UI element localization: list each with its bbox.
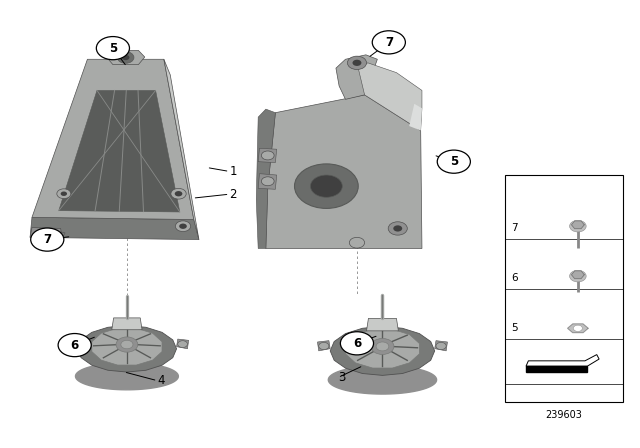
Circle shape: [436, 342, 446, 349]
Polygon shape: [32, 59, 194, 220]
Circle shape: [570, 220, 586, 232]
Polygon shape: [92, 328, 162, 365]
Text: 1: 1: [230, 165, 237, 178]
Circle shape: [57, 189, 71, 198]
Text: 2: 2: [230, 188, 237, 201]
Polygon shape: [30, 217, 199, 240]
Circle shape: [67, 341, 76, 348]
Circle shape: [388, 222, 407, 235]
Circle shape: [97, 37, 129, 60]
Polygon shape: [328, 366, 436, 394]
Polygon shape: [59, 90, 180, 212]
Polygon shape: [258, 148, 276, 163]
Text: 5: 5: [450, 155, 458, 168]
Circle shape: [58, 333, 92, 357]
Text: 6: 6: [353, 337, 361, 350]
Polygon shape: [572, 221, 584, 228]
Polygon shape: [256, 109, 275, 249]
Circle shape: [31, 228, 64, 251]
Polygon shape: [30, 228, 62, 238]
FancyBboxPatch shape: [505, 175, 623, 402]
Circle shape: [261, 177, 274, 186]
Circle shape: [261, 151, 274, 160]
Polygon shape: [330, 327, 435, 375]
Polygon shape: [32, 230, 65, 238]
Text: 5: 5: [109, 42, 117, 55]
Polygon shape: [77, 326, 177, 372]
Circle shape: [348, 56, 367, 69]
Circle shape: [394, 225, 402, 232]
Polygon shape: [358, 63, 422, 130]
Circle shape: [40, 229, 52, 238]
Polygon shape: [526, 366, 588, 371]
Polygon shape: [568, 324, 588, 332]
Circle shape: [117, 52, 134, 63]
Polygon shape: [317, 340, 330, 351]
Circle shape: [371, 338, 394, 354]
Polygon shape: [572, 271, 584, 279]
Circle shape: [61, 191, 67, 196]
Polygon shape: [336, 55, 378, 99]
Polygon shape: [346, 329, 419, 368]
Circle shape: [437, 150, 470, 173]
Circle shape: [175, 191, 182, 196]
Text: 6: 6: [70, 339, 79, 352]
Circle shape: [122, 55, 129, 60]
Circle shape: [179, 224, 187, 229]
Text: 239603: 239603: [545, 409, 582, 420]
Polygon shape: [526, 355, 599, 366]
Circle shape: [175, 221, 191, 232]
Text: 7: 7: [44, 233, 51, 246]
Text: 6: 6: [511, 273, 518, 283]
Circle shape: [570, 270, 586, 282]
Circle shape: [178, 341, 188, 348]
Circle shape: [43, 231, 49, 236]
Circle shape: [171, 188, 186, 199]
Polygon shape: [112, 318, 142, 330]
Polygon shape: [435, 340, 447, 351]
Circle shape: [340, 332, 374, 355]
Circle shape: [116, 337, 138, 352]
Circle shape: [349, 237, 365, 248]
Circle shape: [376, 342, 389, 351]
Circle shape: [294, 164, 358, 208]
Polygon shape: [65, 339, 77, 349]
Circle shape: [372, 31, 405, 54]
Circle shape: [319, 342, 329, 349]
Polygon shape: [164, 59, 199, 240]
Polygon shape: [367, 319, 398, 331]
Polygon shape: [106, 50, 145, 65]
Text: 7: 7: [511, 224, 518, 233]
Circle shape: [310, 175, 342, 197]
Polygon shape: [409, 104, 422, 130]
Polygon shape: [76, 363, 179, 390]
Circle shape: [353, 60, 362, 66]
Circle shape: [573, 325, 582, 332]
Text: 5: 5: [511, 323, 518, 333]
Polygon shape: [258, 174, 276, 189]
Text: 7: 7: [385, 36, 393, 49]
Polygon shape: [266, 95, 422, 249]
Polygon shape: [177, 339, 189, 349]
Text: 4: 4: [157, 374, 165, 387]
Text: 3: 3: [338, 371, 345, 384]
Circle shape: [121, 340, 133, 349]
